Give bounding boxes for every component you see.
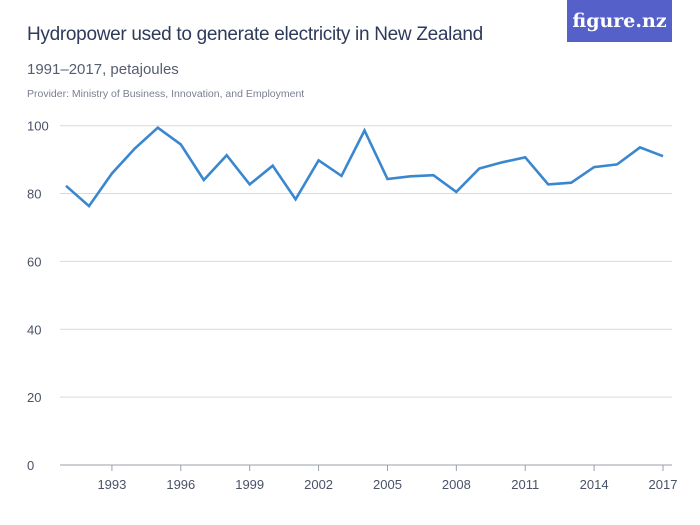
provider-text: Provider: Ministry of Business, Innovati… (27, 88, 305, 100)
x-tick-label: 2011 (511, 477, 539, 492)
x-tick-label: 1999 (235, 477, 264, 492)
y-tick-label: 60 (27, 254, 41, 269)
x-tick-label: 2008 (442, 477, 471, 492)
chart-subtitle: 1991–2017, petajoules (27, 61, 179, 78)
y-tick-label: 100 (27, 119, 49, 134)
y-tick-label: 20 (27, 390, 41, 405)
figure-nz-logo[interactable]: figure.nz (567, 0, 672, 42)
chart-title: Hydropower used to generate electricity … (27, 24, 483, 45)
x-tick-label: 2017 (649, 477, 678, 492)
hydropower-series-line (65, 126, 664, 209)
y-tick-label: 80 (27, 187, 41, 202)
x-tick-label: 2014 (580, 477, 609, 492)
x-tick-label: 2005 (373, 477, 402, 492)
y-tick-label: 40 (27, 322, 41, 337)
y-tick-label: 0 (27, 458, 34, 473)
x-tick-label: 2002 (304, 477, 333, 492)
x-tick-label: 1993 (97, 477, 126, 492)
x-tick-label: 1996 (166, 477, 195, 492)
